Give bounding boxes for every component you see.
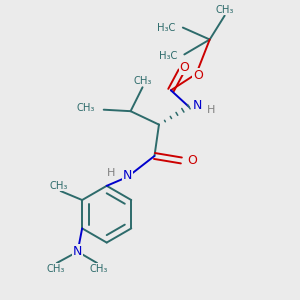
Text: CH₃: CH₃ — [215, 5, 234, 15]
Text: N: N — [123, 169, 132, 182]
Text: CH₃: CH₃ — [76, 103, 95, 113]
Text: O: O — [187, 154, 197, 167]
Text: H₃C: H₃C — [158, 51, 177, 61]
Text: CH₃: CH₃ — [50, 181, 68, 191]
Text: N: N — [73, 245, 82, 258]
Text: H: H — [207, 105, 216, 115]
Text: CH₃: CH₃ — [89, 264, 108, 274]
Text: O: O — [193, 69, 203, 82]
Text: CH₃: CH₃ — [133, 76, 152, 86]
Text: H₃C: H₃C — [157, 22, 176, 33]
Text: CH₃: CH₃ — [46, 264, 64, 274]
Text: H: H — [107, 168, 115, 178]
Text: N: N — [192, 99, 202, 112]
Text: O: O — [179, 61, 189, 74]
